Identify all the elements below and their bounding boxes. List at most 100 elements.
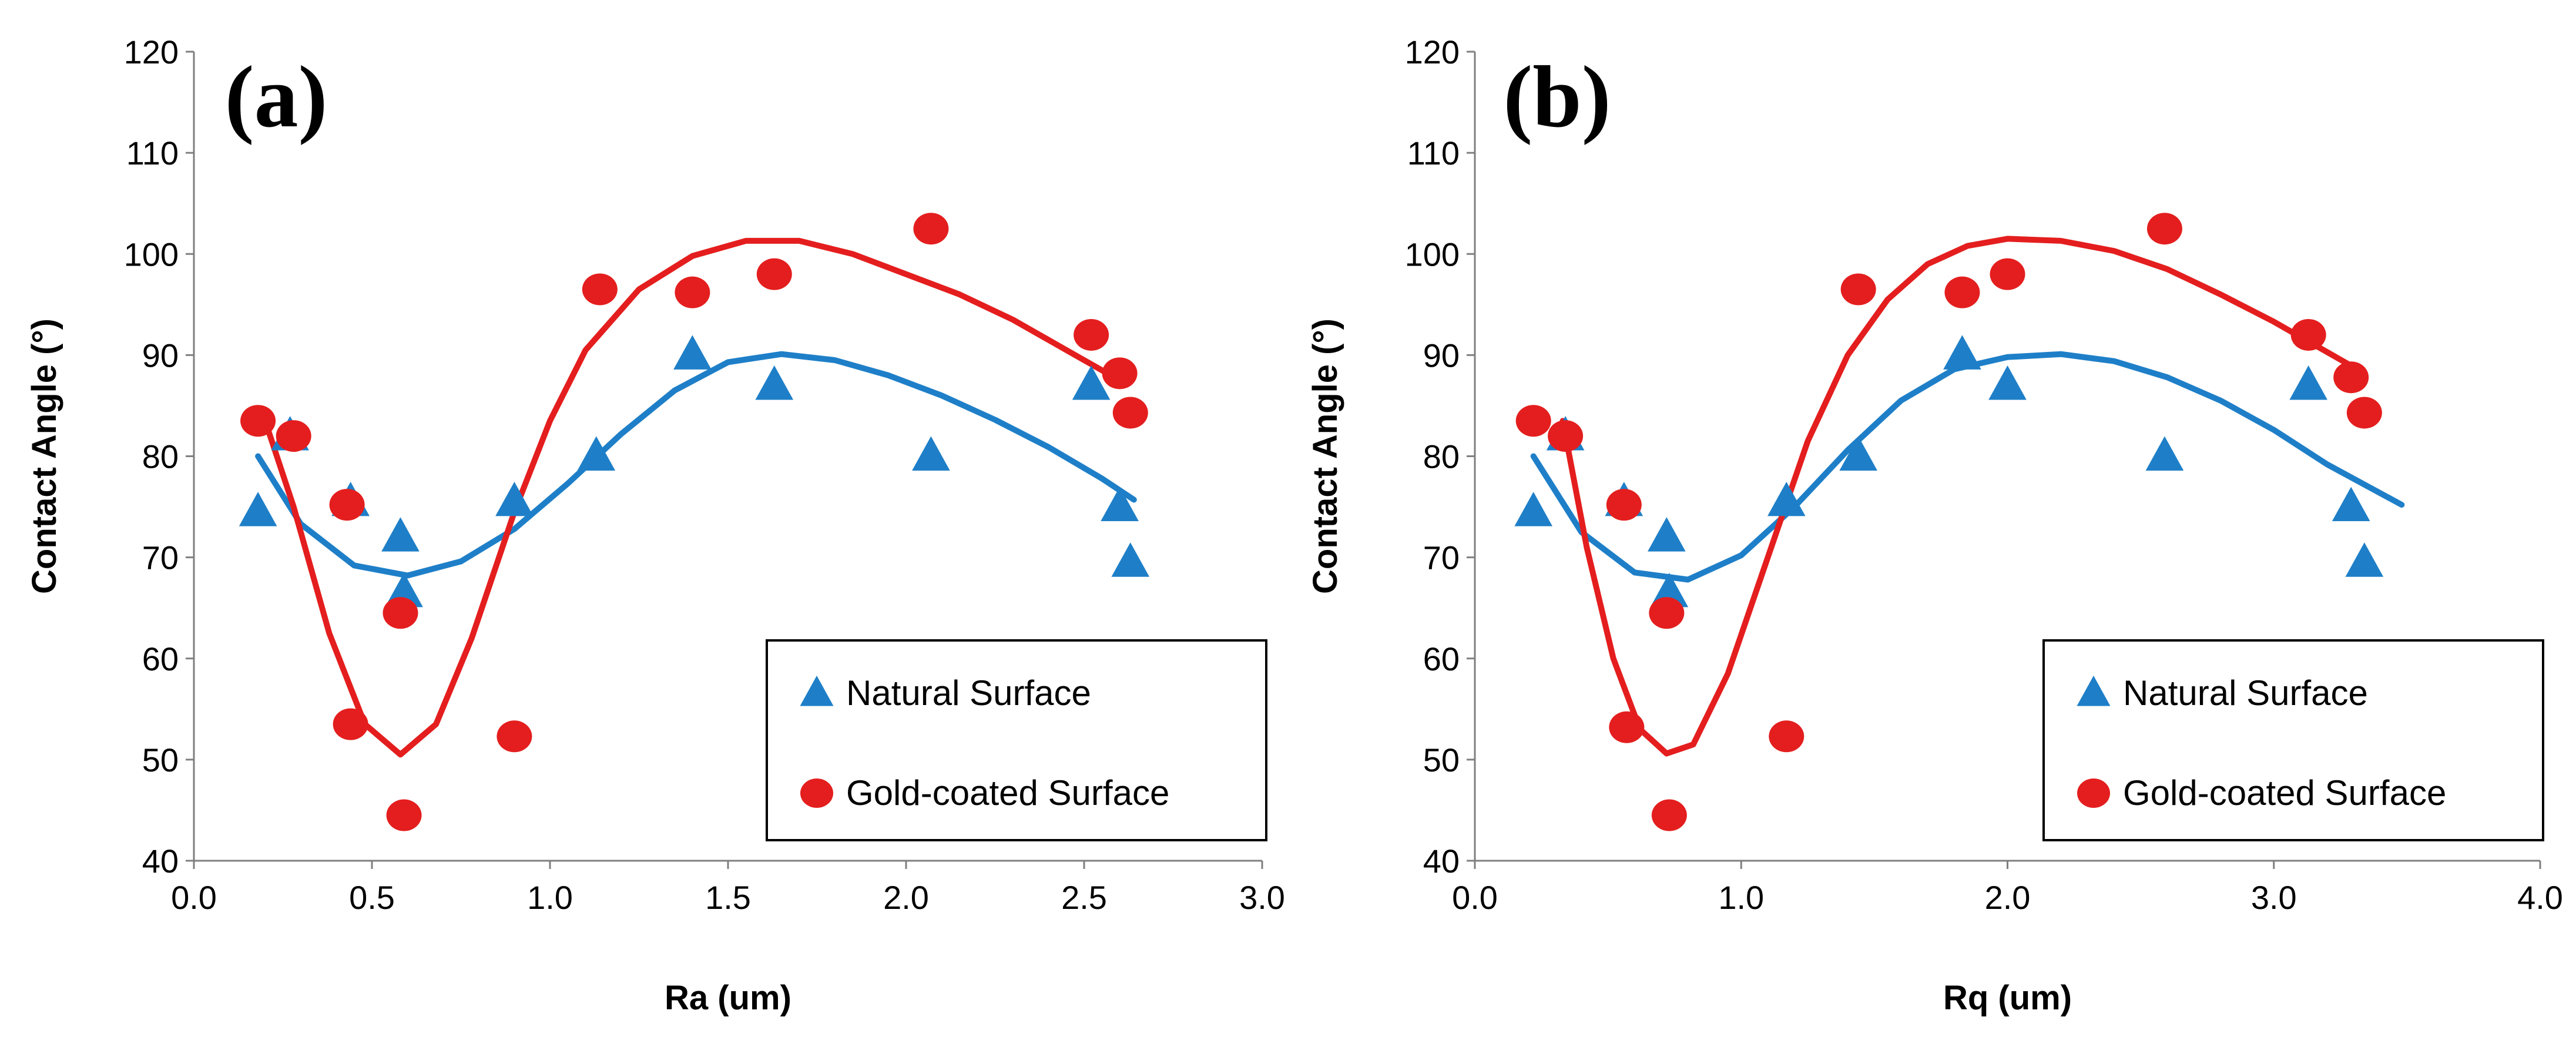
legend-circle-marker [2077,778,2110,808]
gold-coated-point [1548,420,1584,452]
gold-coated-point [675,276,710,308]
gold-coated-point [240,405,276,437]
gold-coated-point [1651,799,1687,831]
gold-coated-point [1649,597,1685,629]
y-tick-label: 100 [124,236,179,273]
y-tick-label: 80 [142,438,179,475]
y-tick-label: 90 [142,337,179,374]
y-tick-label: 50 [142,741,179,778]
gold-coated-point [1944,276,1980,308]
natural-surface-point [673,335,712,370]
y-tick-label: 80 [1423,438,1460,475]
y-tick-label: 60 [142,640,179,677]
legend-label: Natural Surface [846,673,1091,713]
legend-box [766,639,1267,841]
gold-coated-point [2146,213,2182,245]
gold-coated-point [386,799,422,831]
y-tick-label: 50 [1423,741,1460,778]
gold-coated-point [1769,720,1804,753]
x-tick-label: 2.0 [883,879,929,916]
x-tick-label: 2.0 [1985,879,2031,916]
gold-coated-point [1074,318,1109,351]
gold-coated-point [1606,489,1642,521]
legend-label: Natural Surface [2123,673,2368,713]
gold-coated-point [756,258,792,290]
gold-coated-point [1112,397,1148,429]
natural-surface-point [912,436,950,471]
gold-trend-line [262,237,1123,758]
gold-coated-point [497,720,532,753]
gold-coated-point [1990,258,2025,290]
natural-surface-point [1514,492,1553,526]
gold-coated-point [1609,711,1645,743]
y-tick-label: 110 [1407,135,1460,172]
natural-trend-line [255,351,1137,579]
legend-label: Gold-coated Surface [2123,773,2446,813]
x-tick-label: 0.5 [349,879,395,916]
y-tick-label: 90 [1423,337,1460,374]
gold-coated-point [1102,357,1138,390]
y-tick-label: 110 [126,135,179,172]
x-tick-label: 0.0 [171,879,217,916]
natural-surface-point [1988,365,2027,400]
x-tick-label: 4.0 [2517,879,2563,916]
legend-circle-marker [800,778,833,808]
natural-surface-point [2345,542,2384,577]
y-axis-title: Contact Angle (°) [25,318,63,594]
legend-triangle-marker [800,676,834,706]
gold-coated-point [2346,397,2382,429]
natural-surface-point [577,436,616,471]
gold-coated-point [1840,273,1876,306]
gold-coated-point [1515,405,1551,437]
legend-box [2042,639,2544,841]
natural-surface-point [2332,486,2370,522]
x-axis-title: Ra (um) [665,979,791,1017]
x-tick-label: 1.0 [1718,879,1764,916]
gold-coated-point [276,420,311,452]
y-tick-label: 70 [1423,539,1460,576]
y-tick-label: 40 [142,843,179,880]
x-tick-label: 3.0 [1239,879,1285,916]
x-tick-label: 2.5 [1061,879,1107,916]
y-tick-label: 120 [124,33,179,71]
natural-surface-point [2145,436,2184,471]
y-tick-label: 70 [142,539,179,576]
x-tick-label: 1.5 [705,879,751,916]
legend-label: Gold-coated Surface [846,773,1169,813]
natural-surface-point [1767,481,1806,516]
gold-coated-point [582,273,618,306]
natural-surface-point [1648,517,1686,552]
y-tick-label: 100 [1405,236,1460,273]
x-tick-label: 1.0 [527,879,573,916]
chart-panel-b: 40 50 60 70 80 90 100 110 120 0.0 1.0 2.0 3.0 4.0 Rq (… [1306,33,2563,1017]
x-axis-title: Rq (um) [1943,979,2072,1017]
natural-surface-point [1111,542,1150,577]
natural-surface-point [1072,365,1111,400]
natural-surface-point [1101,486,1139,522]
x-tick-label: 0.0 [1452,879,1498,916]
natural-surface-point [1839,436,1877,471]
panel-label: (a) [225,48,328,146]
gold-coated-point [333,708,368,740]
gold-coated-point [2333,361,2369,394]
y-tick-label: 120 [1405,33,1460,71]
panel-label: (b) [1503,48,1611,146]
natural-surface-point [495,481,534,516]
natural-surface-point [381,517,420,552]
y-axis-title: Contact Angle (°) [1306,318,1344,594]
natural-surface-point [1943,335,1981,370]
y-tick-label: 40 [1423,843,1460,880]
chart-panel-a: 40 50 60 70 80 90 100 110 120 0.0 0.5 1.0 1.5 2.0 2.5 3… [25,33,1285,1017]
legend-triangle-marker [2077,676,2111,706]
natural-surface-point [755,365,794,400]
gold-coated-point [2290,318,2326,351]
natural-surface-point [239,492,277,526]
natural-surface-point [2289,365,2327,400]
y-tick-label: 60 [1423,640,1460,677]
x-tick-label: 3.0 [2251,879,2297,916]
gold-coated-point [913,213,949,245]
gold-coated-point [329,489,365,521]
gold-trend-line [1559,236,2362,757]
gold-coated-point [383,597,418,629]
